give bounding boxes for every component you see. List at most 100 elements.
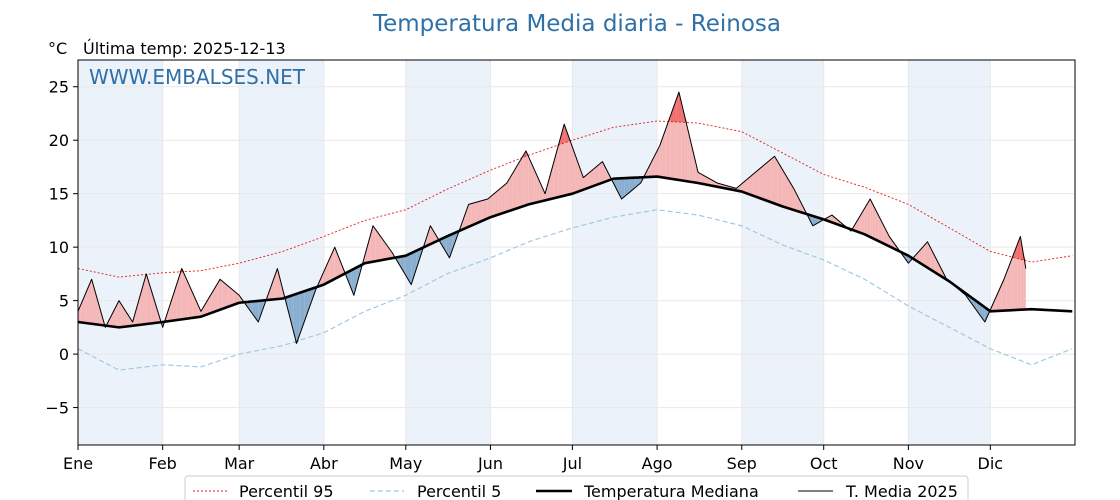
y-tick-label: 10: [49, 238, 69, 257]
anomaly-segment: [749, 174, 753, 196]
x-tick-label: Ene: [63, 454, 93, 473]
anomaly-segment: [531, 163, 535, 204]
anomaly-segment: [168, 302, 171, 322]
anomaly-segment: [364, 245, 368, 264]
anomaly-segment: [525, 150, 529, 206]
anomaly-segment: [299, 291, 302, 336]
anomaly-segment: [870, 199, 873, 239]
anomaly-segment: [441, 237, 445, 249]
series-line-1: [77, 209, 1073, 371]
anomaly-segment: [110, 311, 114, 327]
anomaly-segment: [864, 203, 868, 236]
anomaly-segment: [599, 161, 603, 184]
anomaly-segment: [274, 268, 278, 300]
anomaly-segment: [982, 305, 985, 323]
anomaly-segment: [687, 126, 690, 182]
anomaly-segment: [1012, 250, 1015, 311]
anomaly-segment: [452, 232, 455, 251]
anomaly-segment: [919, 247, 923, 265]
anomaly-segment: [373, 225, 376, 262]
anomaly-segment: [1003, 272, 1007, 311]
anomaly-segment: [930, 247, 933, 272]
anomaly-segment: [523, 150, 526, 207]
anomaly-segment: [356, 266, 360, 286]
anomaly-segment: [397, 256, 401, 267]
anomaly-segment: [648, 161, 652, 177]
anomaly-segment: [689, 137, 693, 183]
x-tick-label: Feb: [149, 454, 177, 473]
x-tick-label: Jul: [562, 454, 582, 473]
anomaly-segment: [334, 247, 338, 279]
anomaly-segment: [665, 122, 669, 179]
anomaly-segment: [771, 156, 775, 204]
anomaly-segment: [416, 249, 420, 268]
anomaly-segment: [755, 170, 759, 198]
x-tick-label: May: [389, 454, 422, 473]
anomaly-segment: [662, 130, 666, 178]
plot-frame: [77, 59, 1076, 446]
anomaly-segment: [198, 305, 201, 318]
anomaly-segment: [247, 301, 251, 311]
anomaly-segment: [681, 103, 685, 181]
anomaly-segment: [296, 292, 300, 344]
anomaly-segment: [501, 185, 505, 214]
anomaly-segment: [706, 176, 709, 186]
anomaly-segment: [340, 260, 343, 277]
anomaly-segment: [624, 178, 628, 197]
x-tick-label: Mar: [224, 454, 255, 473]
anomaly-segment: [203, 302, 207, 316]
anomaly-segment: [236, 292, 240, 304]
anomaly-segment: [471, 202, 475, 226]
anomaly-segment: [348, 270, 352, 289]
anomaly-segment: [140, 283, 144, 325]
month-bands: [78, 60, 991, 445]
x-tick-label: Jun: [477, 454, 503, 473]
anomaly-segment: [766, 160, 770, 202]
anomaly-segment: [217, 279, 221, 311]
anomaly-segment: [520, 155, 524, 208]
extreme-high-segment: [673, 99, 677, 122]
anomaly-segment: [121, 304, 125, 328]
anomaly-segment: [220, 279, 223, 310]
extreme-high-segment: [556, 144, 559, 146]
anomaly-segment: [389, 248, 393, 259]
anomaly-segment: [280, 279, 283, 299]
anomaly-segment: [146, 273, 150, 325]
legend-median-label: Temperatura Mediana: [583, 482, 759, 500]
legend-p5-label: Percentil 5: [417, 482, 501, 500]
anomaly-segment: [572, 147, 576, 194]
anomaly-segment: [627, 177, 630, 195]
y-tick-label: 25: [49, 78, 69, 97]
anomaly-segment: [487, 196, 491, 219]
anomaly-segment: [790, 183, 794, 210]
anomaly-segment: [654, 150, 658, 177]
month-band-jul: [572, 60, 658, 445]
anomaly-segment: [556, 144, 559, 198]
anomaly-segment: [187, 280, 190, 319]
chart-title: Temperatura Media diaria - Reinosa: [372, 11, 781, 37]
y-tick-label: 0: [59, 345, 69, 364]
anomaly-segment: [758, 167, 761, 199]
anomaly-segment: [703, 175, 707, 185]
anomaly-segment: [1014, 243, 1018, 311]
anomaly-segment: [534, 169, 537, 204]
anomaly-segment: [476, 201, 480, 224]
anomaly-segment: [181, 268, 185, 320]
anomaly-segment: [329, 253, 333, 282]
anomaly-segment: [782, 170, 786, 208]
anomaly-segment: [927, 241, 931, 270]
extreme-high-segment: [670, 107, 674, 122]
anomaly-segment: [741, 181, 745, 193]
anomaly-segment: [189, 286, 193, 319]
anomaly-segment: [97, 298, 100, 325]
extreme-high-segment: [1014, 243, 1018, 259]
anomaly-segment: [618, 178, 622, 200]
anomaly-segment: [506, 178, 510, 212]
anomaly-segment: [430, 225, 434, 245]
anomaly-segment: [779, 165, 783, 207]
anomaly-segment: [760, 165, 764, 200]
anomaly-segment: [692, 149, 696, 183]
anomaly-segment: [118, 300, 122, 328]
anomaly-segment: [769, 158, 772, 203]
anomaly-segment: [479, 200, 483, 223]
